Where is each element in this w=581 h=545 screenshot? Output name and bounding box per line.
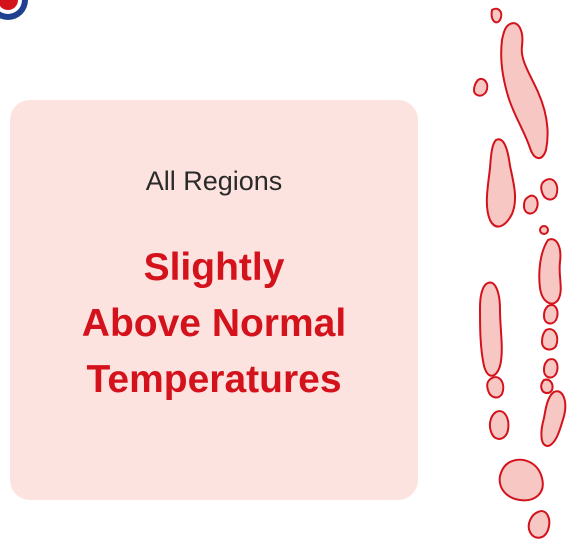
islands-map-icon bbox=[472, 7, 567, 539]
headline-line-2: Above Normal bbox=[81, 302, 347, 345]
island-shape bbox=[498, 458, 544, 502]
island-shape bbox=[486, 376, 505, 399]
island-shape bbox=[490, 7, 503, 24]
island-shape bbox=[540, 178, 559, 201]
island-shape bbox=[540, 378, 554, 394]
island-shape bbox=[488, 410, 510, 440]
circular-emblem-icon bbox=[0, 0, 28, 20]
island-shape bbox=[522, 194, 539, 215]
island-shape bbox=[539, 225, 549, 235]
headline-line-3: Temperatures bbox=[86, 358, 342, 401]
forecast-headline: Slightly Above Normal Temperatures bbox=[10, 240, 418, 408]
island-shape bbox=[542, 358, 559, 379]
island-shape bbox=[485, 138, 517, 228]
island-shape bbox=[527, 510, 551, 539]
island-shape bbox=[542, 304, 559, 325]
region-label: All Regions bbox=[145, 166, 283, 196]
island-shape bbox=[478, 281, 503, 377]
island-shape bbox=[472, 78, 489, 97]
island-shape bbox=[540, 328, 559, 351]
island-shape bbox=[540, 390, 567, 448]
island-shape bbox=[538, 238, 562, 305]
headline-line-1: Slightly bbox=[143, 246, 285, 289]
island-shape bbox=[500, 22, 549, 159]
forecast-card: All Regions Slightly Above Normal Temper… bbox=[10, 100, 418, 500]
